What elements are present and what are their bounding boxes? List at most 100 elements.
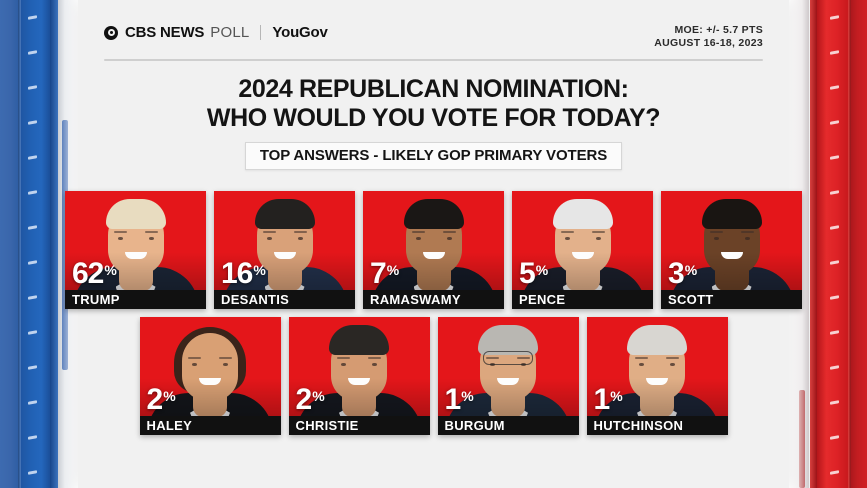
right-pillar-seam	[848, 0, 851, 488]
portrait-hair	[701, 199, 762, 230]
candidate-card[interactable]: 5% PENCE	[512, 191, 653, 310]
portrait-brow-left	[262, 230, 276, 234]
portrait-smile	[348, 378, 370, 386]
portrait-eye-left	[415, 236, 421, 241]
candidate-card[interactable]: 1% BURGUM	[437, 317, 579, 436]
percent-sign: %	[163, 388, 176, 405]
candidate-card[interactable]: 2% HALEY	[139, 317, 281, 436]
portrait-eye-left	[266, 236, 272, 241]
portrait-brow-left	[188, 356, 201, 360]
candidate-card[interactable]: 62% TRUMP	[65, 191, 206, 310]
left-pillar-ticks	[28, 0, 38, 488]
portrait-smile	[124, 252, 147, 260]
right-accent-strip	[799, 390, 805, 488]
candidate-card[interactable]: 2% CHRISTIE	[288, 317, 430, 436]
right-pillar-decoration	[789, 0, 867, 488]
title-line-2: WHO WOULD YOU VOTE FOR TODAY?	[206, 103, 661, 132]
candidate-name: CHRISTIE	[295, 418, 359, 434]
candidate-name-bar: DESANTIS	[214, 290, 355, 310]
candidate-name: TRUMP	[72, 292, 120, 308]
left-pillar-seam	[18, 0, 21, 488]
right-pillar-band-inner	[810, 0, 817, 488]
candidate-name-bar: HUTCHINSON	[586, 416, 728, 436]
header-divider	[104, 59, 763, 62]
right-pillar-band-main	[817, 0, 848, 488]
cbs-eye-icon	[104, 25, 118, 40]
portrait-eye-left	[341, 362, 346, 367]
right-pillar-band-outer	[851, 0, 867, 488]
candidate-percentage: 2%	[146, 383, 176, 417]
percent-sign: %	[610, 388, 623, 405]
portrait-brow-left	[709, 230, 723, 234]
percent-sign: %	[253, 262, 266, 279]
percentage-value: 3	[668, 257, 685, 291]
portrait-brow-right	[293, 230, 307, 234]
percentage-value: 2	[146, 383, 164, 417]
candidate-card[interactable]: 16% DESANTIS	[214, 191, 355, 310]
brand-divider	[260, 25, 262, 40]
portrait-eye-left	[564, 236, 570, 241]
portrait-brow-right	[517, 356, 530, 360]
candidate-name-bar: HALEY	[139, 416, 281, 436]
portrait-head	[182, 333, 238, 402]
portrait-eye-left	[192, 362, 197, 367]
candidate-card[interactable]: 7% RAMASWAMY	[363, 191, 504, 310]
percentage-value: 2	[295, 383, 313, 417]
portrait-hair	[552, 199, 613, 230]
brand-poll-label: POLL	[210, 24, 250, 41]
candidate-grid: 62% TRUMP 16% DESANTIS 7% RAMASWAMY 5% PENCE 3% S…	[65, 191, 802, 436]
candidate-name-bar: RAMASWAMY	[363, 290, 504, 310]
portrait-smile	[720, 252, 743, 260]
percent-sign: %	[535, 262, 549, 279]
portrait-hair	[403, 199, 464, 230]
candidate-card[interactable]: 3% SCOTT	[661, 191, 802, 310]
right-pillar-ticks	[829, 0, 839, 488]
portrait-smile	[497, 378, 519, 386]
subtitle-badge: TOP ANSWERS - LIKELY GOP PRIMARY VOTERS	[244, 142, 623, 171]
title-line-1: 2024 REPUBLICAN NOMINATION:	[238, 75, 629, 104]
candidate-percentage: 1%	[445, 385, 474, 415]
portrait-brow-right	[144, 230, 158, 234]
portrait-smile	[571, 252, 594, 260]
field-dates: AUGUST 16-18, 2023	[654, 37, 763, 50]
candidate-percentage: 5%	[519, 257, 549, 291]
portrait-brow-right	[591, 230, 605, 234]
portrait-smile	[273, 252, 296, 260]
candidate-card[interactable]: 1% HUTCHINSON	[586, 317, 728, 436]
portrait-eye-right	[372, 362, 377, 367]
percentage-value: 62	[72, 257, 104, 291]
candidate-name: BURGUM	[444, 418, 505, 434]
brand-yougov: YouGov	[272, 24, 328, 41]
portrait-smile	[646, 378, 668, 386]
percentage-value: 1	[593, 383, 611, 417]
candidate-percentage: 1%	[593, 383, 623, 417]
portrait-brow-left	[411, 230, 425, 234]
left-pillar-band-main	[21, 0, 50, 488]
percentage-value: 5	[519, 257, 536, 291]
portrait-hair	[254, 199, 315, 230]
left-pillar-band-inner	[50, 0, 58, 488]
portrait-smile	[199, 378, 221, 386]
portrait-eye-right	[744, 236, 750, 241]
page-title: 2024 REPUBLICAN NOMINATION: WHO WOULD YO…	[104, 75, 763, 132]
poll-metadata: MOE: +/- 5.7 PTS AUGUST 16-18, 2023	[654, 24, 763, 50]
candidate-name-bar: SCOTT	[661, 290, 802, 310]
portrait-eye-right	[595, 236, 601, 241]
portrait-brow-left	[560, 230, 574, 234]
portrait-eye-right	[148, 236, 154, 241]
portrait-brow-left	[635, 356, 648, 360]
trump-portrait	[65, 191, 206, 310]
portrait-eye-right	[670, 362, 675, 367]
percentage-value: 16	[221, 257, 253, 291]
portrait-eye-left	[713, 236, 719, 241]
portrait-eye-left	[639, 362, 644, 367]
portrait-brow-right	[666, 356, 679, 360]
portrait-brow-right	[219, 356, 232, 360]
portrait-eye-right	[223, 362, 228, 367]
portrait-smile	[422, 252, 445, 260]
portrait-brow-right	[740, 230, 754, 234]
candidate-name: SCOTT	[668, 292, 714, 308]
portrait-brow-left	[337, 356, 350, 360]
candidate-row-1: 62% TRUMP 16% DESANTIS 7% RAMASWAMY 5% PENCE 3% S…	[65, 191, 802, 310]
portrait-eye-right	[446, 236, 452, 241]
